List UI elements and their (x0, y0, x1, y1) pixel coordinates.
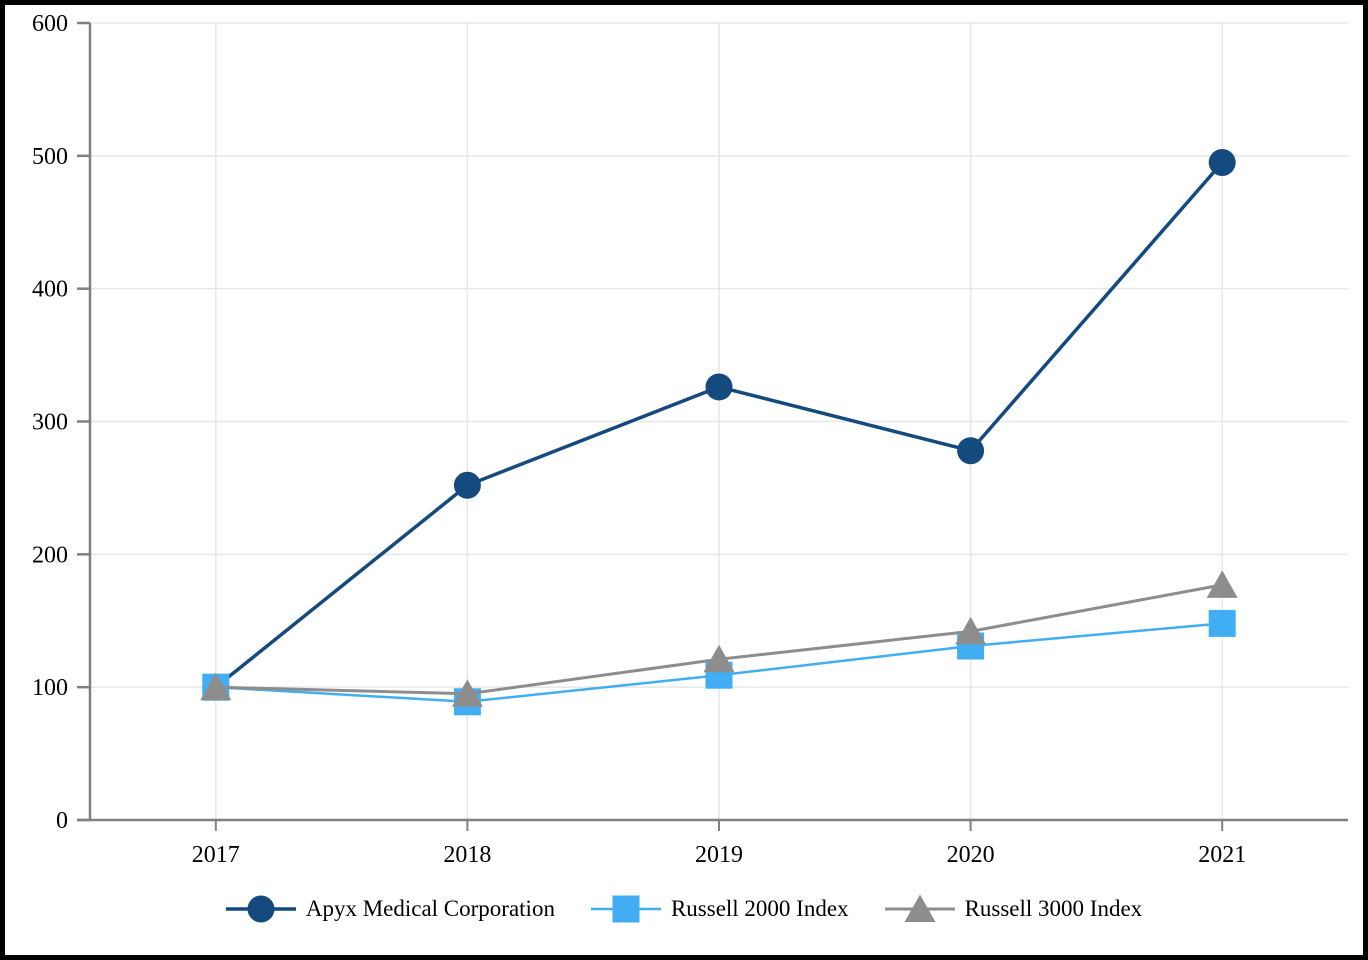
y-tick-label: 100 (32, 675, 68, 701)
legend-item-russell-2000-index: Russell 2000 Index (590, 892, 849, 926)
legend-item-russell-3000-index: Russell 3000 Index (884, 892, 1143, 926)
y-tick-label: 500 (32, 144, 68, 170)
x-tick-label: 2018 (443, 842, 491, 868)
data-point-apyx-medical-corporation (1208, 148, 1236, 176)
x-tick-label: 2019 (695, 842, 743, 868)
legend-marker-russell-3000-index (904, 894, 936, 922)
y-tick-label: 300 (32, 410, 68, 436)
x-tick-label: 2021 (1198, 842, 1246, 868)
legend-label-apyx-medical-corporation: Apyx Medical Corporation (305, 896, 555, 921)
legend-label-russell-3000-index: Russell 3000 Index (964, 896, 1143, 921)
y-tick-label: 600 (32, 11, 68, 37)
x-tick-label: 2020 (947, 842, 995, 868)
data-point-apyx-medical-corporation (705, 373, 733, 401)
data-point-apyx-medical-corporation (453, 471, 481, 499)
chart-legend: Apyx Medical Corporation Russell 2000 Ind… (5, 869, 1363, 949)
y-tick-label: 0 (56, 808, 68, 834)
data-point-russell-3000-index (200, 672, 232, 701)
data-point-russell-3000-index (451, 679, 483, 707)
data-point-russell-3000-index (1206, 570, 1238, 598)
data-point-russell-2000-index (1208, 609, 1236, 637)
data-point-russell-3000-index (955, 616, 987, 645)
data-point-apyx-medical-corporation (957, 437, 985, 465)
legend-item-apyx-medical-corporation: Apyx Medical Corporation (225, 892, 555, 926)
legend-label-russell-2000-index: Russell 2000 Index (670, 896, 849, 921)
series-russell-3000-index (200, 570, 1238, 707)
legend-marker-russell-2000-index (612, 895, 640, 923)
triangle-marker-icon (884, 894, 955, 922)
gridlines (90, 22, 1348, 820)
axes: 0 100 200 300 400 500 600 2017 2018 2019 2020 2021 (32, 11, 1348, 868)
legend-marker-apyx-medical-corporation (247, 895, 275, 923)
x-tick-label: 2017 (192, 842, 240, 868)
data-point-russell-3000-index (703, 644, 735, 673)
square-marker-icon (590, 895, 661, 923)
y-tick-label: 200 (32, 542, 68, 568)
circle-marker-icon (225, 895, 296, 923)
y-tick-label: 400 (32, 277, 68, 303)
stock-performance-line-chart: 0 100 200 300 400 500 600 2017 2018 2019 2020 2021 (32, 11, 1348, 868)
